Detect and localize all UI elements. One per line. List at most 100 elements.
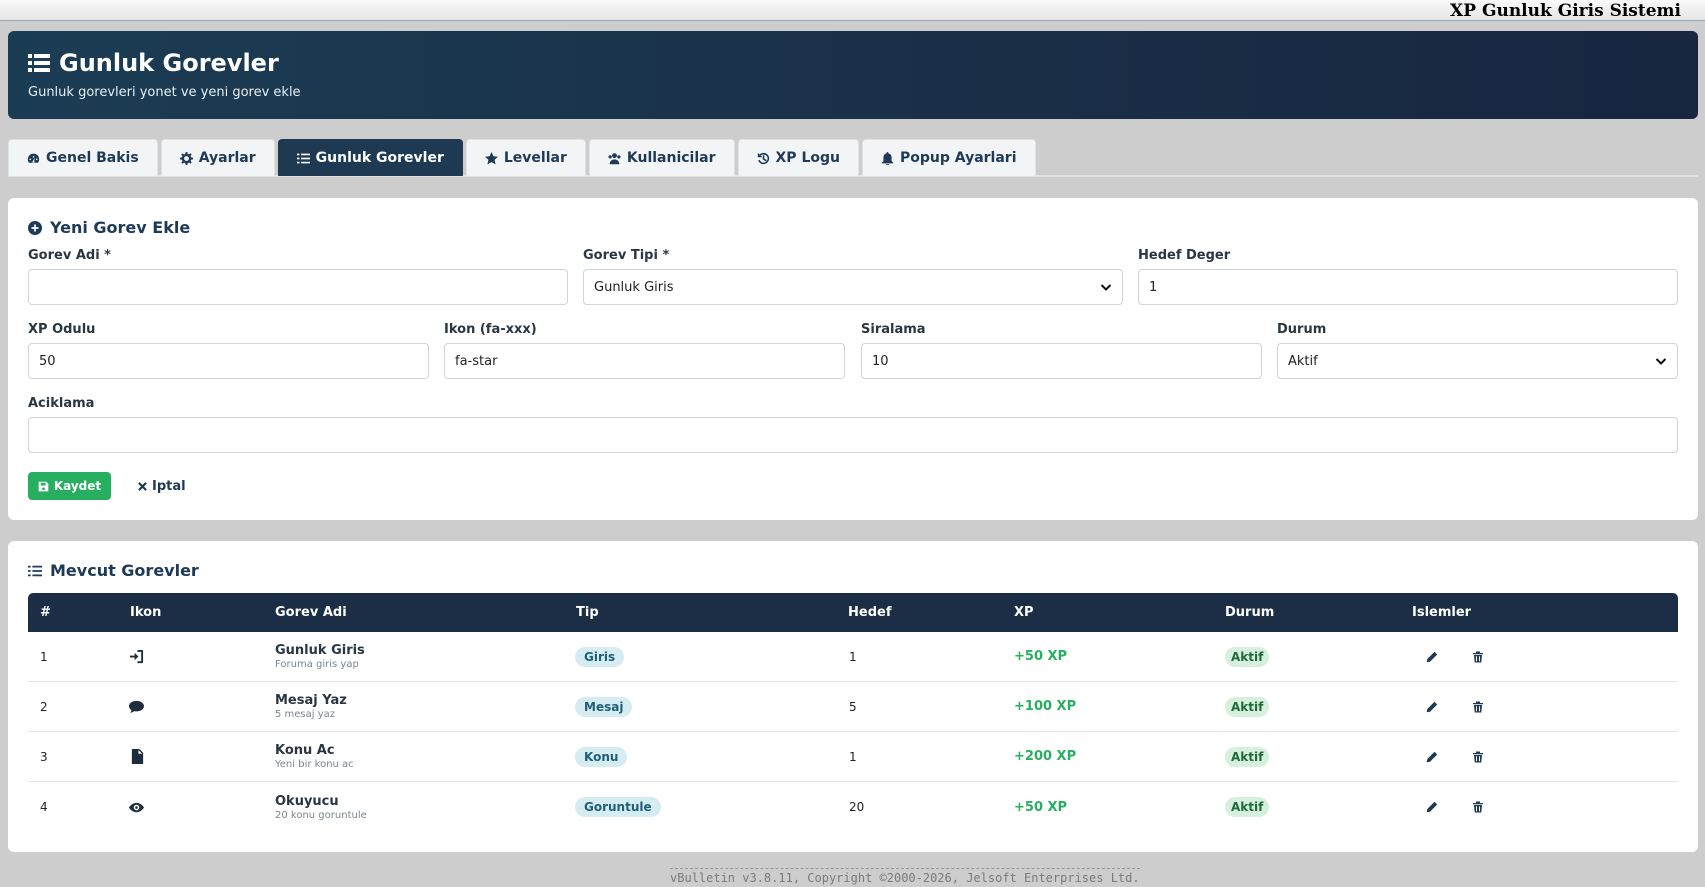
icon-input[interactable]: fa-star (444, 343, 845, 379)
task-name-cell: Mesaj Yaz 5 mesaj yaz (275, 682, 347, 731)
status-field: Durum Aktif (1277, 322, 1678, 379)
status-badge: Aktif (1225, 746, 1270, 767)
new-task-title: Yeni Gorev Ekle (50, 218, 191, 237)
task-name-cell: Gunluk Giris Foruma giris yap (275, 632, 365, 681)
status-badge: Aktif (1225, 696, 1270, 717)
icon-field: Ikon (fa-xxx) fa-star (444, 322, 845, 379)
tab-label: Gunluk Gorevler (315, 150, 444, 166)
col-header-status: Durum (1225, 605, 1275, 620)
xp-value: +200 XP (1014, 749, 1077, 764)
status-select[interactable]: Aktif (1277, 343, 1678, 379)
sign-in-icon (129, 632, 144, 681)
edit-button[interactable] (1426, 732, 1438, 781)
row-num: 3 (40, 749, 48, 764)
cancel-button[interactable]: Iptal (138, 472, 186, 500)
save-icon (38, 481, 49, 491)
save-button[interactable]: Kaydet (28, 472, 111, 500)
tab-label: XP Logu (775, 150, 840, 166)
icon-label: Ikon (fa-xxx) (444, 322, 537, 337)
task-name-input[interactable] (28, 269, 568, 305)
pencil-icon (1426, 701, 1438, 712)
cancel-label: Iptal (152, 478, 186, 494)
xp-value: +50 XP (1014, 799, 1068, 815)
existing-tasks-title-row: Mevcut Gorevler (28, 561, 1678, 580)
status-label: Durum (1277, 322, 1327, 337)
col-header-num: # (40, 605, 51, 620)
order-input[interactable]: 10 (861, 343, 1262, 379)
trash-icon (1473, 751, 1483, 762)
trash-icon (1473, 701, 1483, 712)
star-icon (484, 151, 498, 164)
order-label: Siralama (861, 322, 926, 337)
table-row: 4 Okuyucu 20 konu goruntule Goruntule 20… (28, 782, 1678, 832)
top-bar: XP Gunluk Giris Sistemi (0, 0, 1705, 21)
task-type-select[interactable]: Gunluk Giris (583, 269, 1123, 305)
edit-button[interactable] (1426, 632, 1438, 681)
bell-icon (881, 151, 894, 165)
edit-button[interactable] (1426, 682, 1438, 731)
description-field: Aciklama (28, 396, 1678, 453)
edit-button[interactable] (1426, 782, 1438, 832)
comment-icon (129, 682, 144, 731)
delete-button[interactable] (1472, 732, 1484, 781)
task-type-value: Gunluk Giris (594, 279, 674, 295)
task-type-field: Gorev Tipi * Gunluk Giris (583, 248, 1123, 305)
list-icon (296, 153, 310, 163)
table-row: 2 Mesaj Yaz 5 mesaj yaz Mesaj 5 +100 XP … (28, 682, 1678, 732)
file-icon (130, 732, 145, 781)
task-name: Mesaj Yaz (275, 693, 347, 708)
order-field: Siralama 10 (861, 322, 1262, 379)
page-title-row: Gunluk Gorevler (28, 49, 1678, 77)
users-icon (608, 152, 621, 164)
task-description: Yeni bir konu ac (275, 759, 354, 770)
row-num: 2 (40, 699, 48, 714)
task-name-label: Gorev Adi * (28, 248, 111, 263)
page-title: Gunluk Gorevler (59, 49, 279, 77)
list-icon (28, 54, 50, 72)
xp-reward-label: XP Odulu (28, 322, 96, 337)
delete-button[interactable] (1472, 782, 1484, 832)
row-num: 4 (40, 800, 48, 814)
tab-gunluk-gorevler[interactable]: Gunluk Gorevler (277, 139, 463, 176)
xp-reward-field: XP Odulu 50 (28, 322, 429, 379)
tab-ayarlar[interactable]: Ayarlar (160, 139, 275, 176)
tab-xp-logu[interactable]: XP Logu (737, 139, 859, 176)
xp-value: +100 XP (1014, 699, 1077, 714)
tab-label: Genel Bakis (46, 150, 139, 166)
pencil-icon (1426, 651, 1438, 662)
col-header-target: Hedef (848, 605, 892, 620)
status-badge: Aktif (1225, 646, 1270, 667)
task-description: 20 konu goruntule (275, 809, 367, 821)
task-name-cell: Okuyucu 20 konu goruntule (275, 782, 367, 832)
delete-button[interactable] (1472, 632, 1484, 681)
row-num: 1 (40, 649, 48, 664)
tab-bar: Genel Bakis Ayarlar Gunluk Gorevler Leve… (8, 139, 1698, 177)
xp-reward-input[interactable]: 50 (28, 343, 429, 379)
task-name: Konu Ac (275, 743, 335, 758)
task-type-label: Gorev Tipi * (583, 248, 670, 263)
gear-icon (179, 151, 193, 165)
task-name-field: Gorev Adi * (28, 248, 568, 305)
tab-levellar[interactable]: Levellar (465, 139, 586, 176)
target-value-input[interactable]: 1 (1138, 269, 1678, 305)
table-row: 1 Gunluk Giris Foruma giris yap Giris 1 … (28, 632, 1678, 682)
task-name: Gunluk Giris (275, 643, 365, 658)
tab-popup-ayarlari[interactable]: Popup Ayarlari (861, 139, 1036, 176)
pencil-icon (1426, 751, 1438, 762)
col-header-xp: XP (1014, 605, 1034, 620)
task-description: Foruma giris yap (275, 659, 359, 670)
new-task-card: Yeni Gorev Ekle Gorev Adi * Gorev Tipi *… (8, 198, 1698, 520)
delete-button[interactable] (1472, 682, 1484, 731)
save-label: Kaydet (53, 479, 102, 493)
col-header-name: Gorev Adi (275, 605, 347, 620)
tab-genel-bakis[interactable]: Genel Bakis (8, 139, 158, 176)
tab-label: Levellar (503, 150, 567, 166)
target-value: 5 (849, 699, 857, 714)
list-icon (28, 565, 42, 576)
copyright-footer: vBulletin v3.8.11, Copyright ©2000-2026,… (670, 868, 1140, 885)
description-input[interactable] (28, 417, 1678, 453)
target-value: 1 (849, 649, 857, 664)
tab-kullanicilar[interactable]: Kullanicilar (588, 139, 735, 176)
target-value: 20 (849, 800, 865, 814)
type-badge: Konu (575, 746, 628, 767)
